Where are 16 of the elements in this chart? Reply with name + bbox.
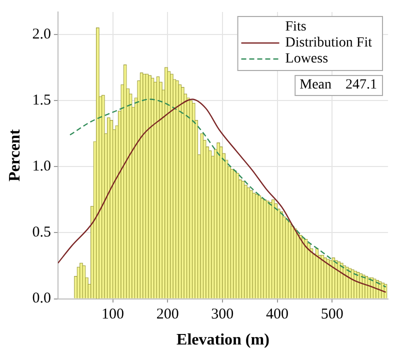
x-tick-label: 100 xyxy=(102,306,124,323)
y-tick-label: 2.0 xyxy=(32,26,51,42)
y-tick-label: 0.5 xyxy=(32,224,51,241)
y-tick-label: 0.0 xyxy=(32,290,51,307)
legend-label: Lowess xyxy=(285,52,328,67)
x-tick-label: 200 xyxy=(156,306,179,323)
legend-label: Distribution Fit xyxy=(285,36,372,51)
annotation: Mean 247.1 xyxy=(300,78,378,93)
legend-title: Fits xyxy=(285,20,306,35)
y-tick-label: 1.0 xyxy=(32,158,51,175)
y-axis-title: Percent xyxy=(6,128,24,182)
x-tick-label: 500 xyxy=(320,306,344,323)
y-tick-label: 1.5 xyxy=(32,92,51,108)
x-axis-title: Elevation (m) xyxy=(176,332,270,349)
x-tick-label: 400 xyxy=(266,306,288,323)
x-tick-label: 300 xyxy=(211,306,234,323)
